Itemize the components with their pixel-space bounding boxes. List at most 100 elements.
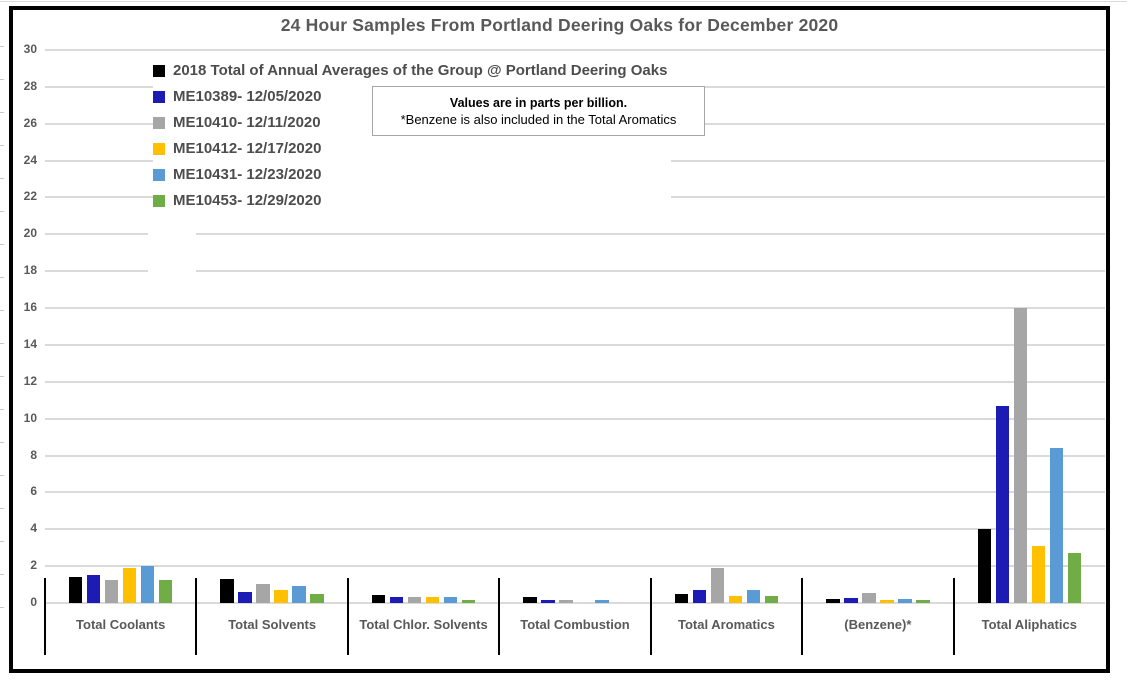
spreadsheet-row-line	[0, 343, 4, 344]
bar-total-coolants-series-1	[68, 577, 83, 603]
bar-benzene-series-6	[916, 600, 930, 603]
note-line-2: *Benzene is also included in the Total A…	[400, 111, 677, 127]
spreadsheet-row-line	[0, 541, 4, 542]
bar-benzene-series-4	[880, 600, 894, 603]
bar-benzene-series-3	[862, 592, 876, 603]
bar-benzene-series-5	[898, 599, 912, 603]
y-axis-tick-label: 28	[23, 78, 37, 93]
bar-total-aromatics-series-5	[746, 590, 761, 603]
legend-item-6: ME10453- 12/29/2020	[153, 192, 668, 209]
legend-item-1: 2018 Total of Annual Averages of the Gro…	[153, 62, 668, 79]
bar-total-aromatics-series-4	[728, 595, 743, 603]
legend-label: ME10431- 12/23/2020	[173, 166, 322, 183]
spreadsheet-gridline-top	[0, 1, 1127, 2]
y-axis-tick-label: 24	[23, 152, 37, 167]
legend-label: ME10453- 12/29/2020	[173, 192, 322, 209]
y-axis-tick-label: 10	[23, 410, 37, 425]
y-axis-tick-label: 20	[23, 226, 37, 241]
bar-total-combustion-series-3	[559, 600, 573, 603]
gridline-y-12	[45, 380, 1105, 383]
spreadsheet-row-line	[0, 178, 4, 179]
legend-swatch-icon	[153, 168, 165, 181]
bar-total-combustion-series-5	[595, 600, 609, 603]
category-separator	[649, 578, 652, 655]
bar-total-aromatics-series-2	[692, 590, 707, 603]
y-axis-tick-label: 26	[23, 115, 37, 130]
bar-total-coolants-series-4	[122, 567, 137, 603]
legend-label: ME10389- 12/05/2020	[173, 88, 322, 105]
legend-item-5: ME10431- 12/23/2020	[153, 166, 668, 183]
category-label: Total Combustion	[520, 617, 630, 632]
bar-total-solvents-series-1	[220, 579, 234, 603]
bar-total-aliphatics-series-5	[1049, 448, 1064, 603]
y-axis-tick-label: 16	[23, 300, 37, 315]
gridline-y-14	[45, 343, 1105, 346]
bar-total-aliphatics-series-6	[1067, 553, 1082, 603]
category-label: Total Coolants	[76, 617, 166, 632]
gridline-y-30	[45, 49, 1105, 51]
y-axis-tick-label: 2	[30, 558, 37, 573]
chart-title: 24 Hour Samples From Portland Deering Oa…	[280, 15, 839, 35]
spreadsheet-row-line	[0, 277, 4, 278]
bar-total-combustion-series-1	[523, 597, 537, 603]
gridline-y-6	[45, 491, 1105, 494]
bar-total-chlor-solvents-series-2	[389, 597, 404, 603]
bar-total-coolants-series-2	[86, 575, 101, 603]
category-label: (Benzene)*	[844, 617, 912, 632]
y-axis-tick-label: 18	[23, 263, 37, 278]
bar-benzene-series-2	[844, 598, 858, 603]
category-separator	[952, 578, 955, 655]
category-separator	[801, 578, 804, 655]
gridline-y-4	[45, 528, 1105, 531]
y-axis-tick-label: 4	[30, 521, 37, 536]
bar-total-combustion-series-2	[541, 600, 555, 603]
bar-total-aliphatics-series-3	[1013, 308, 1028, 603]
gridline-y-10	[45, 417, 1105, 420]
bar-total-coolants-series-5	[140, 566, 155, 603]
bar-total-chlor-solvents-series-1	[371, 594, 386, 603]
spreadsheet-row-line	[0, 376, 4, 377]
category-separator	[498, 578, 501, 655]
bar-total-solvents-series-4	[274, 590, 288, 603]
bar-total-aliphatics-series-4	[1031, 545, 1046, 603]
y-axis-tick-label: 8	[30, 447, 37, 462]
legend-background-patch	[148, 225, 196, 277]
bar-total-chlor-solvents-series-3	[407, 597, 422, 603]
spreadsheet-row-line	[0, 607, 4, 608]
bar-total-solvents-series-5	[292, 586, 306, 603]
y-axis-tick-label: 14	[23, 336, 37, 351]
bar-total-aromatics-series-3	[710, 567, 725, 603]
spreadsheet-row-line	[0, 508, 4, 509]
spreadsheet-row-line	[0, 211, 4, 212]
bar-total-solvents-series-3	[256, 583, 270, 603]
bar-benzene-series-1	[826, 599, 840, 603]
spreadsheet-row-line	[0, 442, 4, 443]
note-line-1: Values are in parts per billion.	[449, 95, 628, 110]
y-axis-tick-label: 6	[30, 484, 37, 499]
spreadsheet-row-line	[0, 310, 4, 311]
legend-label: ME10410- 12/11/2020	[173, 114, 321, 131]
gridline-y-8	[45, 454, 1105, 457]
category-separator	[195, 578, 198, 655]
legend-swatch-icon	[153, 142, 165, 155]
spreadsheet-row-line	[0, 574, 4, 575]
gridline-y-0	[45, 602, 1105, 604]
bar-total-coolants-series-3	[104, 579, 119, 603]
legend-item-4: ME10412- 12/17/2020	[153, 140, 668, 157]
category-label: Total Aromatics	[678, 617, 775, 632]
gridline-y-18	[45, 270, 1105, 273]
y-axis-tick-label: 22	[23, 189, 37, 204]
note-box: Values are in parts per billion. *Benzen…	[372, 86, 705, 136]
category-separator	[44, 578, 46, 655]
bar-total-chlor-solvents-series-6	[461, 600, 476, 603]
bar-total-solvents-series-2	[238, 591, 252, 603]
gridline-y-16	[45, 307, 1105, 310]
chart-frame: 24 Hour Samples From Portland Deering Oa…	[9, 6, 1110, 673]
category-label: Total Chlor. Solvents	[359, 617, 488, 632]
legend-swatch-icon	[153, 194, 165, 207]
legend-label: 2018 Total of Annual Averages of the Gro…	[173, 62, 668, 79]
spreadsheet-row-line	[0, 79, 4, 80]
bar-total-chlor-solvents-series-4	[425, 597, 440, 603]
bar-total-chlor-solvents-series-5	[443, 596, 458, 603]
legend-swatch-icon	[153, 90, 165, 103]
